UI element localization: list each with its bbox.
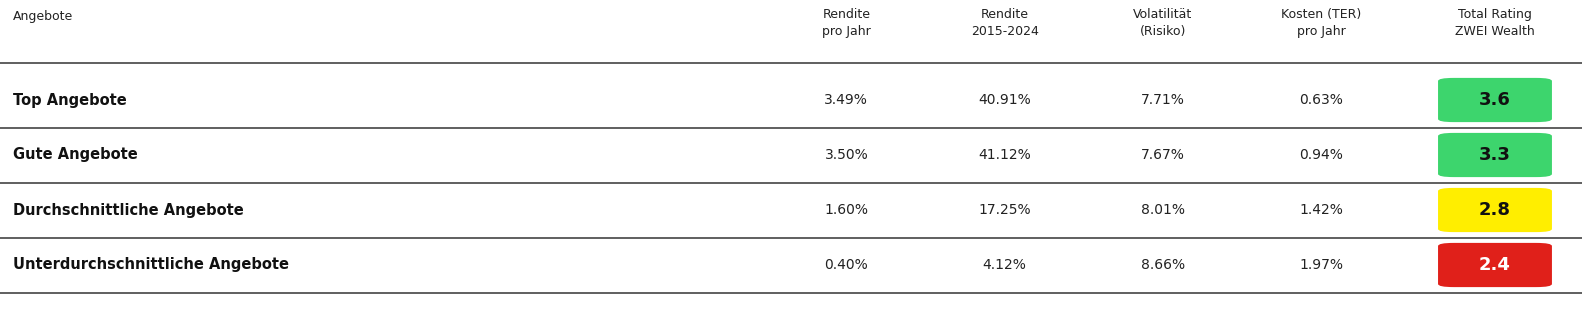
Text: 3.50%: 3.50%	[824, 148, 869, 162]
Text: 2.4: 2.4	[1479, 256, 1511, 274]
Text: 0.40%: 0.40%	[824, 258, 869, 272]
FancyBboxPatch shape	[1438, 78, 1552, 122]
Text: 2.8: 2.8	[1479, 201, 1511, 219]
Text: Gute Angebote: Gute Angebote	[13, 148, 138, 162]
Text: Volatilität
(Risiko): Volatilität (Risiko)	[1133, 8, 1193, 38]
Text: Top Angebote: Top Angebote	[13, 92, 127, 108]
Text: 4.12%: 4.12%	[982, 258, 1027, 272]
Text: 3.49%: 3.49%	[824, 93, 869, 107]
Text: Total Rating
ZWEI Wealth: Total Rating ZWEI Wealth	[1455, 8, 1535, 38]
Text: 17.25%: 17.25%	[978, 203, 1031, 217]
FancyBboxPatch shape	[1438, 243, 1552, 287]
FancyBboxPatch shape	[1438, 188, 1552, 232]
Text: Angebote: Angebote	[13, 10, 73, 23]
Text: Durchschnittliche Angebote: Durchschnittliche Angebote	[13, 202, 244, 218]
Text: 1.60%: 1.60%	[824, 203, 869, 217]
Text: Rendite
pro Jahr: Rendite pro Jahr	[823, 8, 870, 38]
Text: 3.3: 3.3	[1479, 146, 1511, 164]
Text: Unterdurchschnittliche Angebote: Unterdurchschnittliche Angebote	[13, 258, 288, 272]
FancyBboxPatch shape	[1438, 133, 1552, 177]
Text: 40.91%: 40.91%	[978, 93, 1031, 107]
Text: 41.12%: 41.12%	[978, 148, 1031, 162]
Text: 1.42%: 1.42%	[1299, 203, 1343, 217]
Text: 0.63%: 0.63%	[1299, 93, 1343, 107]
Text: 3.6: 3.6	[1479, 91, 1511, 109]
Text: 8.66%: 8.66%	[1141, 258, 1185, 272]
Text: Kosten (TER)
pro Jahr: Kosten (TER) pro Jahr	[1281, 8, 1361, 38]
Text: 7.71%: 7.71%	[1141, 93, 1185, 107]
Text: 1.97%: 1.97%	[1299, 258, 1343, 272]
Text: 7.67%: 7.67%	[1141, 148, 1185, 162]
Text: 8.01%: 8.01%	[1141, 203, 1185, 217]
Text: 0.94%: 0.94%	[1299, 148, 1343, 162]
Text: Rendite
2015-2024: Rendite 2015-2024	[971, 8, 1038, 38]
